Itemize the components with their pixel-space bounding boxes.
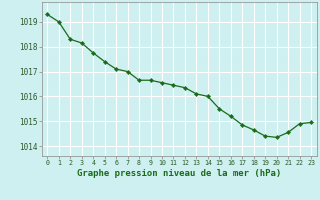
X-axis label: Graphe pression niveau de la mer (hPa): Graphe pression niveau de la mer (hPa) (77, 169, 281, 178)
